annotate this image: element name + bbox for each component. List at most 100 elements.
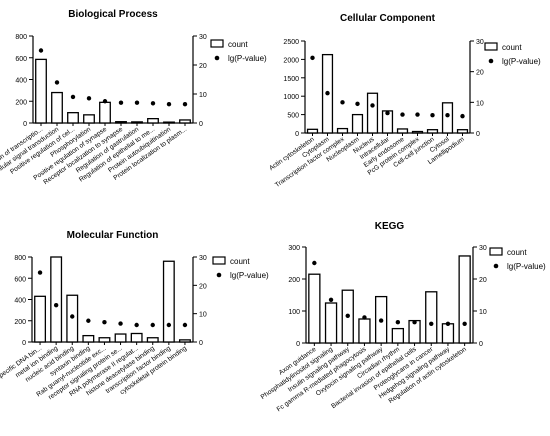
- right-tick-label: 30: [476, 39, 484, 46]
- pvalue-point: [38, 48, 44, 53]
- legend-count-label: count: [502, 43, 522, 52]
- count-bar: [425, 291, 438, 344]
- left-tick-label: 1500: [283, 76, 299, 83]
- count-bar: [98, 337, 111, 343]
- right-tick-label: 10: [476, 100, 484, 107]
- count-bar: [114, 333, 127, 343]
- right-tick-label: 10: [199, 92, 207, 99]
- pvalue-point: [134, 100, 140, 105]
- pvalue-point: [395, 320, 401, 325]
- count-bar: [130, 332, 143, 343]
- left-tick-label: 200: [15, 99, 27, 106]
- count-bar: [67, 112, 79, 124]
- count-bar: [162, 260, 175, 343]
- chart-panel-cc: Cellular Component 0 500 1000 1500 2000 2500 0 1…: [268, 13, 541, 189]
- chart-title: Biological Process: [68, 9, 158, 20]
- count-bar: [366, 92, 379, 134]
- count-bar: [336, 127, 349, 134]
- right-tick-label: 0: [199, 121, 203, 128]
- left-tick-label: 600: [15, 56, 27, 63]
- right-tick-label: 0: [479, 341, 483, 348]
- chart-panel-bp: Biological Process02004006008000102030Re…: [0, 9, 267, 186]
- left-tick-label: 300: [288, 245, 300, 252]
- pvalue-point: [182, 322, 188, 328]
- count-bar: [306, 128, 319, 134]
- left-tick-label: 0: [22, 340, 26, 347]
- left-tick-label: 800: [14, 255, 26, 262]
- legend-count-label: count: [228, 40, 248, 49]
- count-bar: [147, 118, 159, 124]
- right-tick-label: 30: [479, 245, 487, 252]
- left-tick-label: 500: [287, 113, 299, 120]
- pvalue-point: [370, 103, 375, 108]
- count-bar: [411, 130, 424, 134]
- legend-pvalue-marker: [488, 58, 494, 64]
- count-bar: [458, 255, 471, 344]
- pvalue-point: [412, 320, 417, 325]
- pvalue-point: [462, 321, 467, 326]
- left-tick-label: 2500: [283, 39, 299, 46]
- pvalue-point: [310, 55, 315, 61]
- count-bar: [351, 113, 364, 134]
- count-bar: [391, 327, 405, 344]
- count-bar: [396, 128, 409, 134]
- pvalue-point: [340, 100, 345, 105]
- count-bar: [83, 114, 95, 124]
- legend-pvalue-marker: [214, 55, 220, 61]
- legend-pvalue-label: lg(P-value): [507, 262, 546, 271]
- count-bar: [441, 323, 455, 344]
- right-tick-label: 20: [199, 283, 207, 290]
- count-bar: [426, 129, 439, 134]
- count-bar: [82, 334, 95, 343]
- left-tick-label: 0: [296, 341, 300, 348]
- left-tick-label: 400: [15, 78, 27, 85]
- pvalue-point: [328, 297, 334, 302]
- legend-count-label: count: [507, 248, 527, 257]
- right-tick-label: 10: [479, 309, 487, 316]
- legend-count-swatch: [212, 256, 226, 265]
- count-bar: [358, 318, 371, 344]
- left-tick-label: 200: [14, 319, 26, 326]
- pvalue-point: [445, 113, 450, 118]
- right-tick-label: 10: [199, 312, 207, 319]
- legend-pvalue-label: lg(P-value): [502, 57, 541, 66]
- pvalue-point: [182, 101, 188, 107]
- pvalue-point: [150, 322, 155, 328]
- count-bar: [163, 121, 175, 124]
- pvalue-point: [134, 322, 139, 328]
- count-bar: [441, 102, 454, 134]
- right-tick-label: 20: [199, 63, 207, 70]
- right-tick-label: 30: [199, 34, 207, 41]
- chart-title: Molecular Function: [67, 230, 159, 241]
- legend-count-label: count: [230, 257, 250, 266]
- pvalue-point: [70, 314, 75, 319]
- pvalue-point: [362, 315, 367, 320]
- right-tick-label: 0: [199, 340, 203, 347]
- left-tick-label: 2000: [283, 57, 299, 64]
- count-bar: [34, 295, 47, 343]
- pvalue-point: [102, 99, 108, 104]
- count-bar: [51, 91, 63, 124]
- pvalue-point: [385, 110, 390, 116]
- right-tick-label: 20: [476, 70, 484, 77]
- count-bar: [115, 121, 127, 124]
- left-tick-label: 600: [14, 276, 26, 283]
- pvalue-point: [355, 101, 360, 107]
- count-bar: [99, 101, 111, 124]
- pvalue-point: [118, 321, 123, 326]
- pvalue-point: [460, 113, 465, 119]
- pvalue-point: [70, 94, 76, 100]
- pvalue-point: [86, 96, 92, 101]
- legend-count-swatch: [489, 247, 503, 256]
- legend-pvalue-label: lg(P-value): [230, 271, 269, 280]
- pvalue-point: [102, 319, 107, 325]
- pvalue-point: [166, 101, 172, 107]
- chart-panel-mf: Molecular Function02004006008000102030se…: [0, 230, 269, 401]
- legend-count-swatch: [484, 42, 498, 51]
- count-bar: [50, 256, 63, 343]
- pvalue-point: [166, 322, 172, 328]
- count-bar: [324, 302, 338, 344]
- chart-title: Cellular Component: [340, 13, 436, 24]
